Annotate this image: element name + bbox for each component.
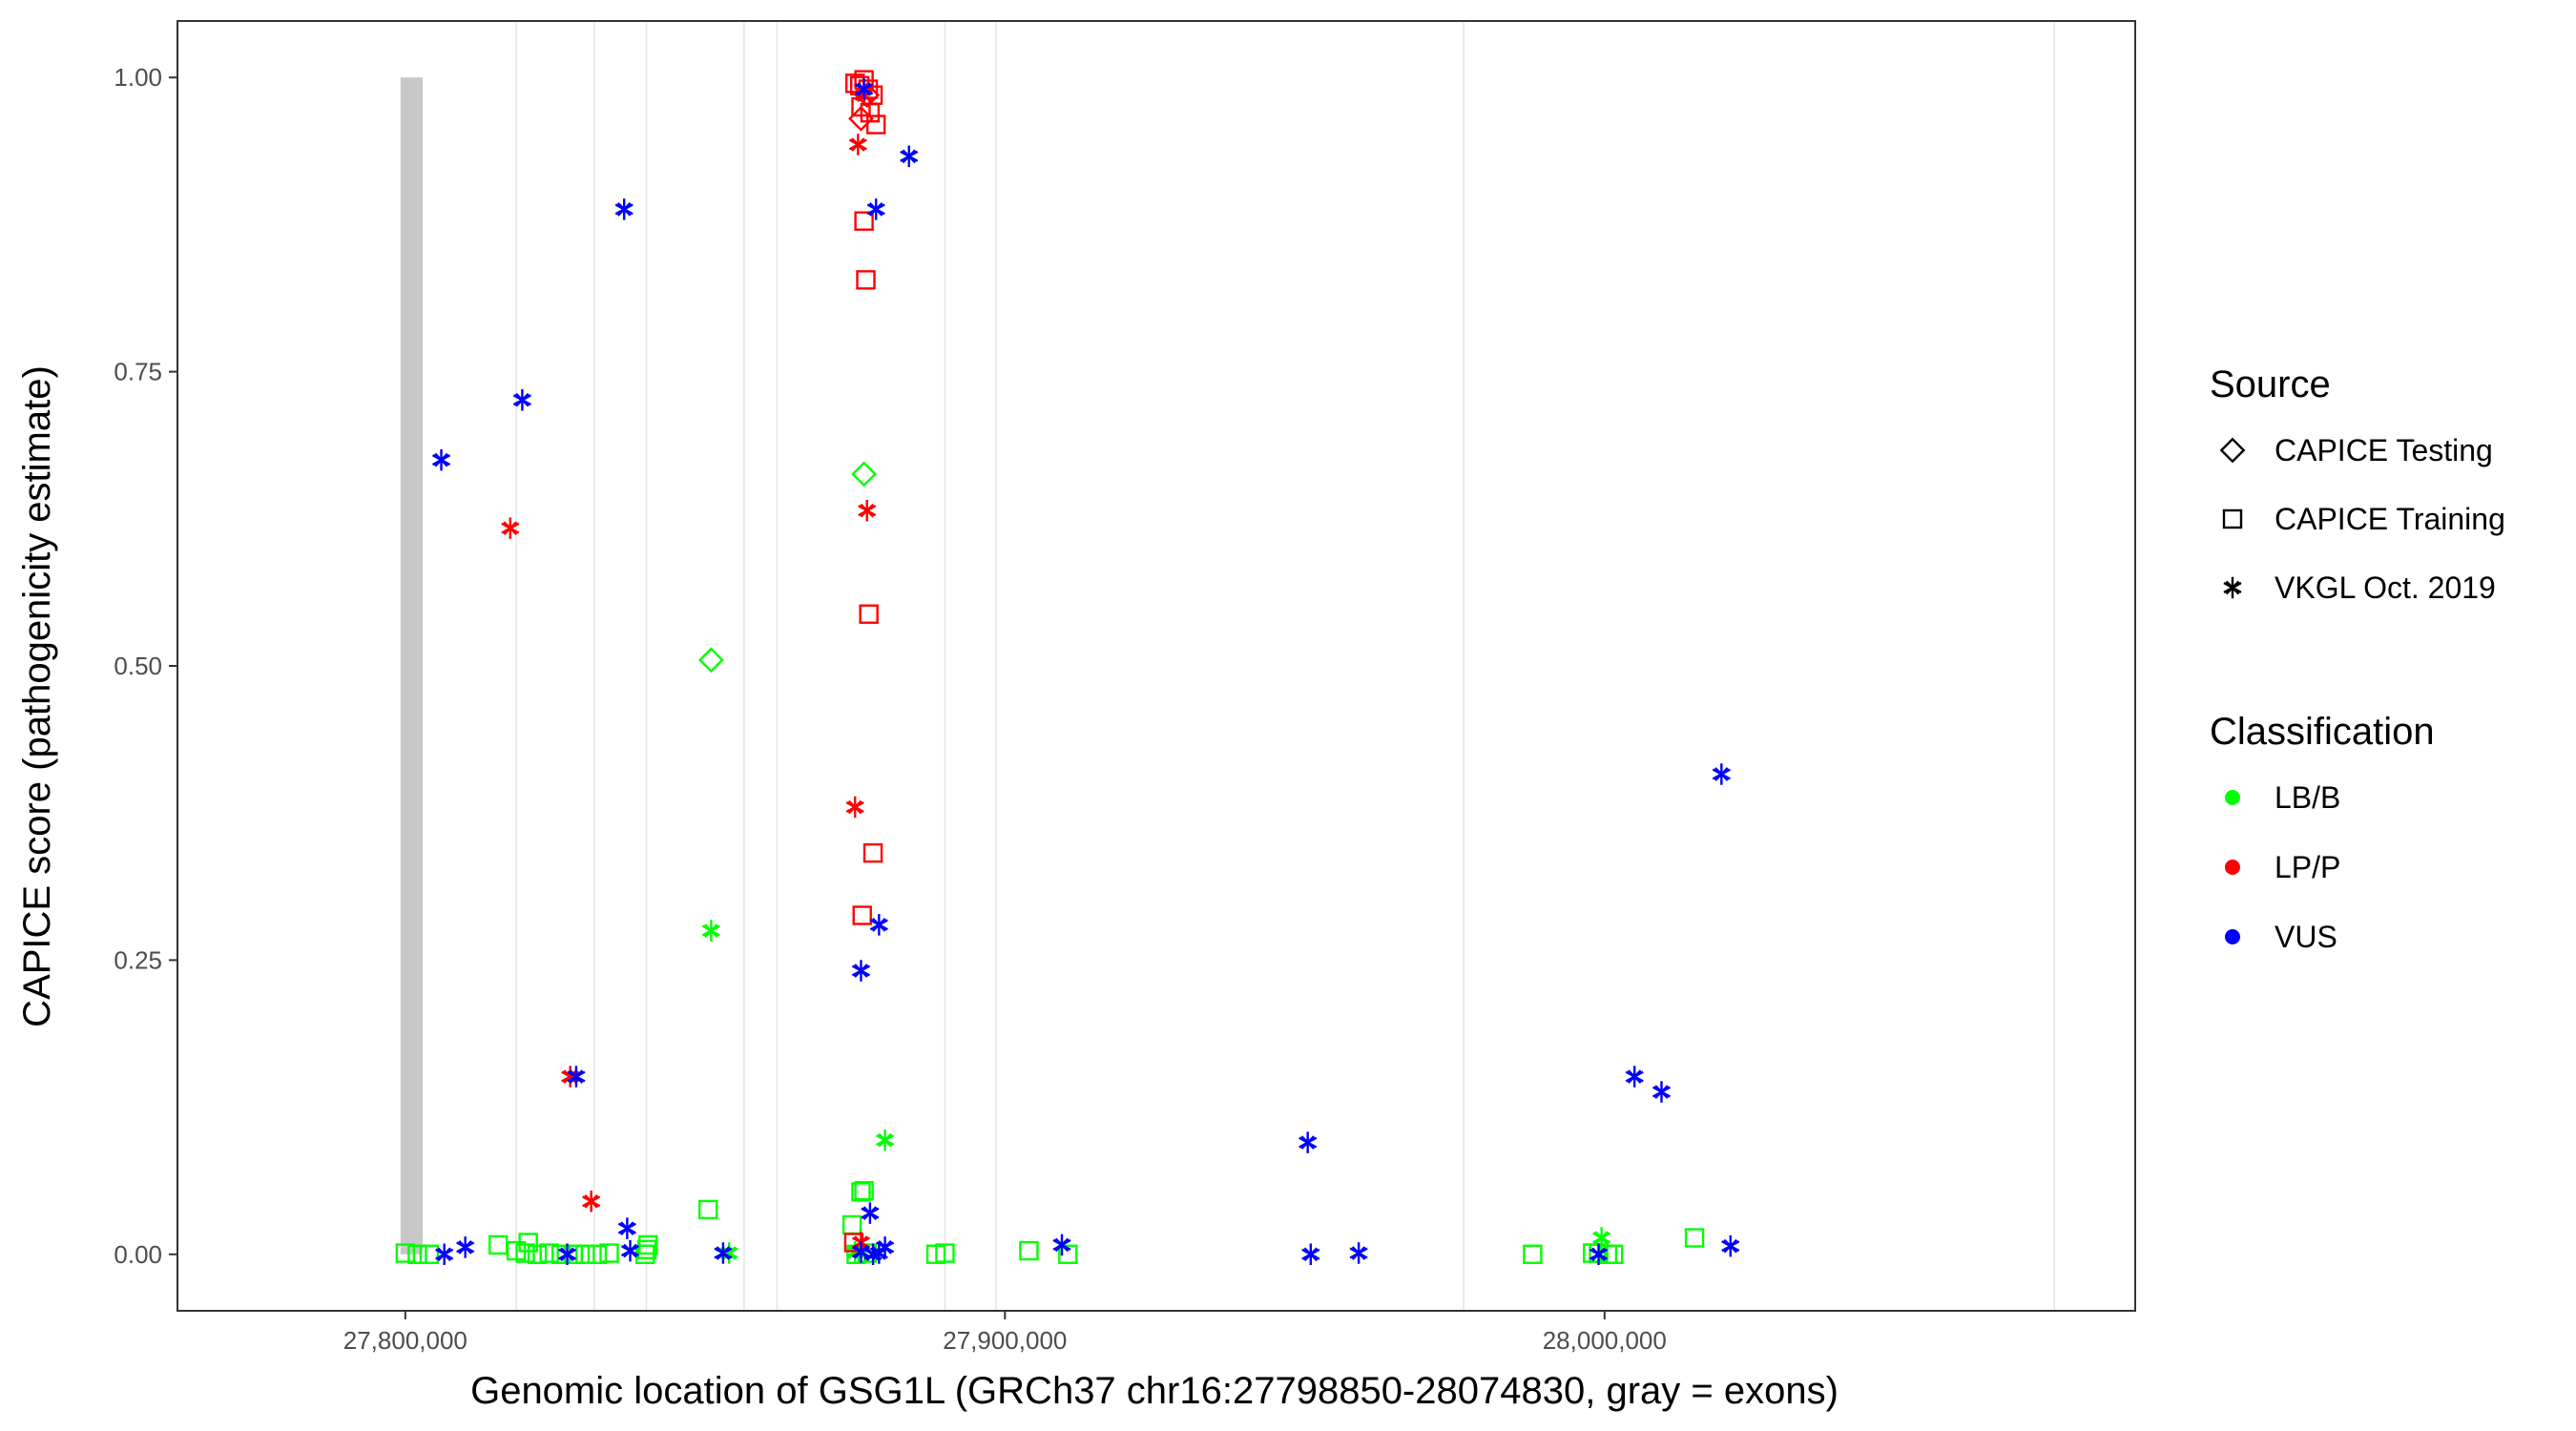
data-point (869, 914, 888, 936)
data-point (859, 604, 879, 624)
data-point (515, 1243, 535, 1263)
plot-area (177, 20, 2136, 1312)
data-point (575, 1244, 595, 1264)
data-point (551, 1244, 571, 1264)
data-point (563, 1244, 583, 1264)
data-point (719, 1242, 738, 1264)
data-point (851, 461, 878, 487)
legend-source-key (2219, 437, 2246, 464)
data-point (876, 1236, 895, 1258)
legend-classification-key (2225, 929, 2240, 944)
x-tick-label: 27,900,000 (943, 1326, 1067, 1355)
data-point (714, 1242, 733, 1264)
data-point (697, 647, 724, 674)
legend-source-label: VKGL Oct. 2019 (2275, 570, 2496, 605)
data-point (431, 448, 451, 471)
data-point (456, 1236, 475, 1258)
data-point (638, 1234, 658, 1255)
y-tick-label: 0.50 (114, 652, 162, 680)
data-point (861, 1202, 880, 1224)
data-point (858, 499, 877, 522)
data-point (852, 905, 872, 925)
data-point (1604, 1244, 1624, 1264)
data-point (620, 1239, 640, 1262)
data-point (1301, 1243, 1320, 1266)
y-tick-label: 0.75 (114, 358, 162, 386)
legend-classification-label: VUS (2275, 920, 2337, 954)
data-point (701, 920, 720, 942)
data-point (851, 960, 871, 982)
data-point (863, 1243, 883, 1266)
data-point (854, 211, 874, 231)
data-point (501, 517, 520, 539)
data-point (848, 105, 874, 132)
data-point (557, 1243, 577, 1266)
y-tick-label: 1.00 (114, 63, 162, 92)
exon-band (400, 77, 424, 1255)
data-point (862, 842, 883, 863)
y-tick-label: 0.25 (114, 945, 162, 974)
data-point (407, 1244, 427, 1264)
data-point (1298, 1131, 1318, 1153)
data-point (854, 1180, 874, 1201)
data-point (1592, 1227, 1611, 1249)
x-axis-title: Genomic location of GSG1L (GRCh37 chr16:… (470, 1370, 1839, 1412)
legend-classification-key (2225, 860, 2240, 875)
data-point (698, 1199, 718, 1220)
data-point (614, 198, 634, 220)
legend-classification-label: LB/B (2275, 780, 2340, 815)
data-point (935, 1243, 955, 1263)
data-point (856, 270, 876, 290)
x-tick-label: 28,000,000 (1543, 1326, 1667, 1355)
legend-source-label: CAPICE Testing (2275, 433, 2493, 467)
data-point (561, 1066, 580, 1088)
legend-classification-key (2225, 790, 2240, 805)
data-point (419, 1244, 440, 1264)
data-point (866, 198, 885, 220)
y-tick-label: 0.00 (114, 1240, 162, 1269)
data-point (851, 1241, 871, 1263)
legend-classification-label: LP/P (2275, 850, 2340, 884)
data-point (1058, 1244, 1078, 1264)
plot-content (395, 21, 2055, 1311)
data-point (848, 134, 867, 156)
data-point (599, 1243, 619, 1263)
data-point (1684, 1228, 1705, 1248)
data-point (900, 145, 919, 168)
y-axis-title: CAPICE score (pathogenicity estimate) (16, 365, 58, 1027)
data-point (395, 1243, 416, 1263)
data-point (587, 1244, 608, 1264)
legend-source-title: Source (2210, 363, 2331, 405)
legend: Source CAPICE Testing CAPICE Training VKGL … (2210, 363, 2505, 954)
data-point (1349, 1242, 1368, 1264)
legend-source-key (2222, 508, 2243, 529)
data-point (527, 1244, 548, 1264)
data-point (636, 1239, 657, 1260)
legend-source-key (2223, 576, 2242, 599)
data-point (851, 1182, 871, 1202)
data-point (435, 1243, 454, 1266)
data-point (1652, 1081, 1672, 1103)
x-tick-label: 27,800,000 (343, 1326, 467, 1355)
data-point (582, 1191, 601, 1213)
data-point (512, 388, 531, 411)
data-point (1052, 1234, 1071, 1256)
axes: 0.00 0.25 0.50 0.75 1.00 27,800,000 27,900,000… (114, 63, 1666, 1355)
data-point (617, 1217, 636, 1239)
data-point (1523, 1244, 1543, 1264)
data-point (876, 1129, 895, 1151)
data-point (567, 1066, 586, 1088)
data-point (1712, 763, 1731, 785)
data-point (855, 78, 874, 100)
legend-source-label: CAPICE Training (2275, 502, 2505, 536)
data-point (1625, 1066, 1644, 1088)
data-point (1721, 1234, 1740, 1257)
data-point (1019, 1240, 1039, 1261)
data-point (539, 1243, 559, 1263)
legend-classification-title: Classification (2210, 711, 2435, 753)
data-point (845, 796, 864, 819)
data-point (1589, 1243, 1609, 1266)
